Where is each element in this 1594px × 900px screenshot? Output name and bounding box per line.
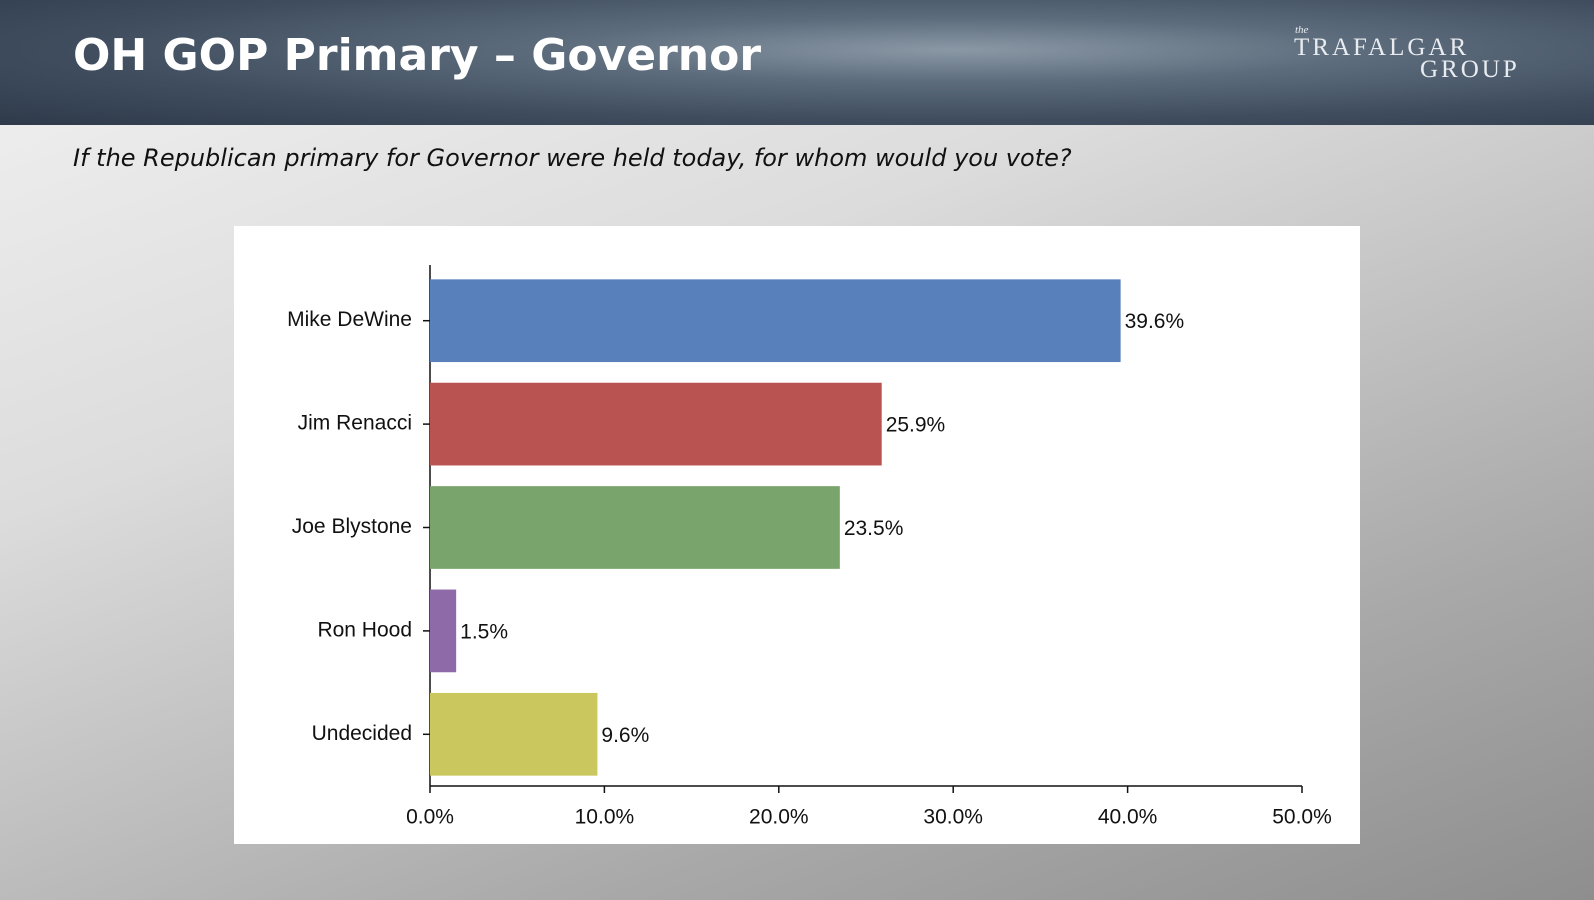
y-tick-label: Joe Blystone bbox=[292, 515, 412, 538]
x-tick-label: 10.0% bbox=[575, 806, 635, 829]
slide-title: OH GOP Primary – Governor bbox=[73, 30, 762, 81]
value-label: 39.6% bbox=[1125, 310, 1185, 333]
y-tick-label: Ron Hood bbox=[317, 618, 412, 641]
logo-small: the bbox=[1295, 24, 1309, 36]
bar bbox=[430, 486, 840, 569]
subtitle: If the Republican primary for Governor w… bbox=[73, 144, 1072, 172]
value-label: 9.6% bbox=[601, 724, 649, 747]
value-label: 25.9% bbox=[886, 414, 946, 437]
x-tick-label: 0.0% bbox=[406, 806, 454, 829]
bar bbox=[430, 692, 598, 776]
chart: 0.0% 10.0% 20.0% 30.0% 40.0% 50.0% Mike DeWine… bbox=[287, 265, 1332, 829]
x-tick-label: 50.0% bbox=[1272, 806, 1332, 829]
bar bbox=[430, 589, 457, 673]
bar bbox=[430, 279, 1121, 363]
chart-panel: 0.0% 10.0% 20.0% 30.0% 40.0% 50.0% Mike DeWine… bbox=[234, 226, 1360, 844]
y-tick-label: Undecided bbox=[312, 722, 412, 745]
logo-line: TRAFALGAR bbox=[1294, 34, 1470, 61]
bar bbox=[430, 382, 882, 466]
x-tick-label: 30.0% bbox=[923, 806, 983, 829]
value-label: 23.5% bbox=[844, 517, 904, 540]
x-tick-label: 20.0% bbox=[749, 806, 809, 829]
y-tick-label: Jim Renacci bbox=[298, 412, 412, 435]
y-tick-label: Mike DeWine bbox=[287, 308, 412, 331]
x-tick-label: 40.0% bbox=[1098, 806, 1158, 829]
value-label: 1.5% bbox=[460, 620, 508, 643]
logo-line: GROUP bbox=[1420, 56, 1520, 83]
header: OH GOP Primary – Governor the TRAFALGAR … bbox=[0, 0, 1594, 125]
